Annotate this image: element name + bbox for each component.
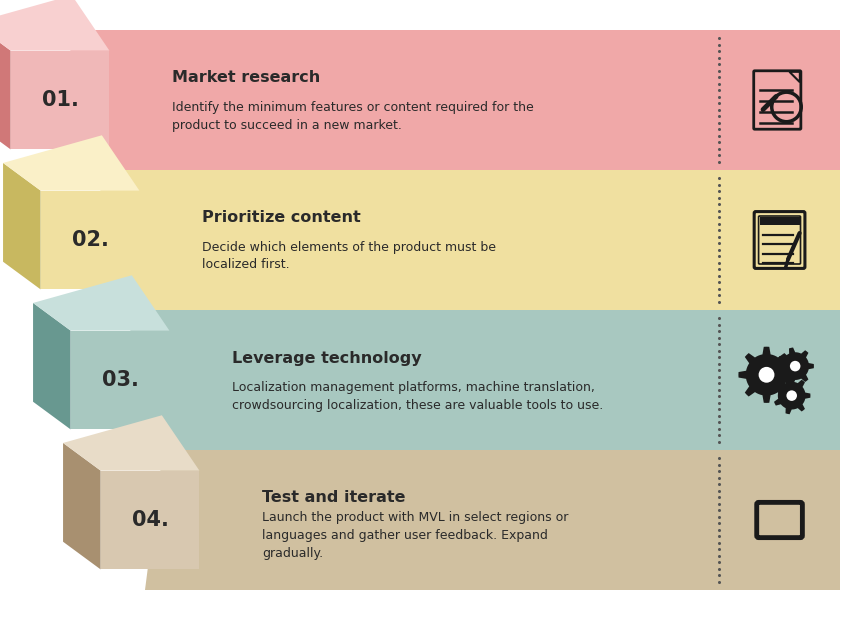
- Polygon shape: [71, 331, 169, 430]
- Polygon shape: [0, 23, 10, 150]
- Circle shape: [786, 391, 797, 401]
- Text: Launch the product with MVL in select regions or
languages and gather user feedb: Launch the product with MVL in select re…: [262, 511, 568, 560]
- Circle shape: [790, 361, 801, 371]
- Text: 02.: 02.: [71, 230, 108, 250]
- Polygon shape: [774, 377, 810, 415]
- Text: Decide which elements of the product must be
localized first.: Decide which elements of the product mus…: [202, 240, 496, 272]
- Polygon shape: [33, 276, 169, 331]
- Text: Test and iterate: Test and iterate: [262, 491, 405, 506]
- Polygon shape: [0, 0, 110, 50]
- Text: Leverage technology: Leverage technology: [231, 350, 421, 365]
- Text: Market research: Market research: [172, 70, 320, 86]
- Polygon shape: [115, 310, 840, 450]
- Text: 04.: 04.: [132, 510, 168, 530]
- Polygon shape: [55, 30, 840, 170]
- Polygon shape: [33, 303, 71, 430]
- Polygon shape: [145, 450, 840, 590]
- Polygon shape: [778, 347, 814, 385]
- FancyBboxPatch shape: [760, 217, 799, 225]
- Polygon shape: [41, 191, 140, 289]
- Circle shape: [758, 367, 774, 382]
- Polygon shape: [63, 443, 100, 569]
- Polygon shape: [85, 170, 840, 310]
- Text: 03.: 03.: [101, 370, 139, 390]
- Polygon shape: [100, 470, 199, 569]
- Text: Prioritize content: Prioritize content: [202, 211, 361, 226]
- Text: Localization management platforms, machine translation,
crowdsourcing localizati: Localization management platforms, machi…: [231, 381, 603, 411]
- Polygon shape: [63, 415, 199, 470]
- Polygon shape: [3, 135, 140, 191]
- Text: Identify the minimum features or content required for the
product to succeed in : Identify the minimum features or content…: [172, 101, 534, 131]
- Polygon shape: [739, 347, 795, 403]
- Polygon shape: [3, 163, 41, 289]
- Polygon shape: [10, 50, 110, 150]
- Text: 01.: 01.: [42, 90, 78, 110]
